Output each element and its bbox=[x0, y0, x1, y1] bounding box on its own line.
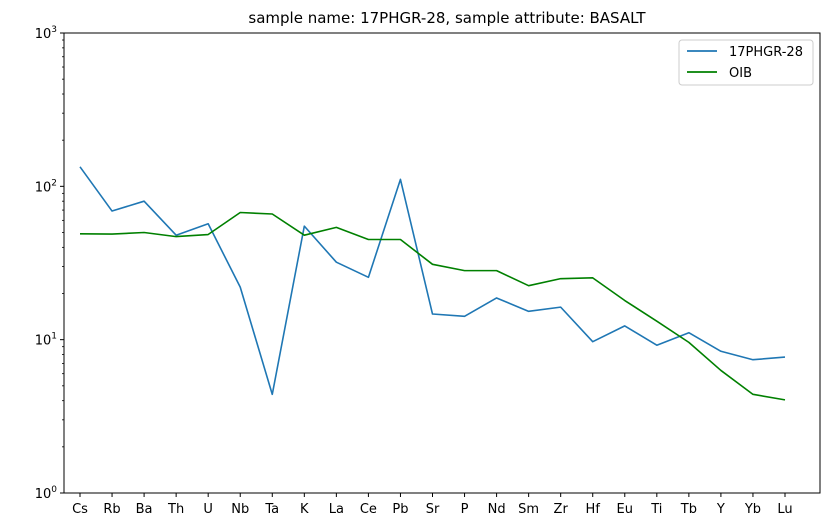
x-tick-label: Pb bbox=[392, 502, 408, 517]
x-tick-label: U bbox=[203, 502, 213, 517]
x-tick-label: Yb bbox=[744, 502, 761, 517]
y-tick-label: 103 bbox=[35, 25, 57, 42]
x-tick-label: Tb bbox=[680, 502, 697, 517]
x-tick-label: Sm bbox=[518, 502, 539, 517]
x-tick-label: La bbox=[329, 502, 344, 517]
x-tick-label: Ce bbox=[360, 502, 377, 517]
y-tick-label: 102 bbox=[35, 178, 57, 195]
x-tick-label: Ba bbox=[136, 502, 153, 517]
y-tick-label: 100 bbox=[35, 485, 58, 502]
x-tick-label: Nd bbox=[488, 502, 506, 517]
series-line bbox=[79, 211, 786, 401]
plot-area bbox=[63, 32, 821, 494]
legend: 17PHGR-28 OIB bbox=[678, 39, 814, 86]
chart-title: sample name: 17PHGR-28, sample attribute… bbox=[248, 9, 646, 27]
y-tick-label: 101 bbox=[35, 332, 57, 349]
series-line bbox=[79, 166, 786, 396]
x-tick-label: Lu bbox=[777, 502, 792, 517]
x-tick-label: Ti bbox=[650, 502, 662, 517]
x-tick-label: Ta bbox=[264, 502, 279, 517]
x-tick-label: Sr bbox=[426, 502, 440, 517]
x-tick-label: P bbox=[461, 502, 469, 517]
y-axis: 100 101 102 103 bbox=[35, 25, 64, 502]
legend-label: OIB bbox=[729, 66, 752, 81]
x-tick-label: Rb bbox=[103, 502, 120, 517]
x-tick-label: Hf bbox=[586, 502, 601, 517]
legend-label: 17PHGR-28 bbox=[729, 45, 803, 60]
x-tick-label: Th bbox=[167, 502, 184, 517]
x-tick-label: Zr bbox=[554, 502, 569, 517]
x-tick-label: Y bbox=[716, 502, 725, 517]
x-tick-label: Nb bbox=[231, 502, 249, 517]
x-tick-label: Eu bbox=[617, 502, 633, 517]
x-tick-label: Cs bbox=[72, 502, 88, 517]
x-axis: Cs Rb Ba Th U Nb Ta K La Ce Pb Sr P Nd Sm Zr Hf Eu Ti Tb Y Yb… bbox=[72, 493, 793, 517]
x-tick-label: K bbox=[300, 502, 309, 517]
series-layer bbox=[79, 166, 786, 401]
